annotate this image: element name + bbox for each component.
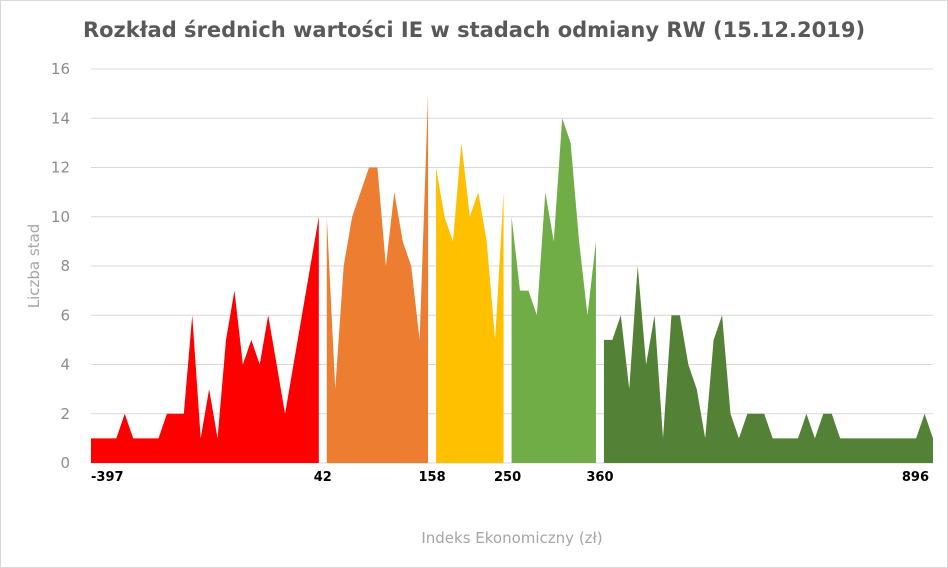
x-boundary-label: -397 [91,470,124,485]
y-tick-label: 14 [51,109,70,127]
y-tick-label: 6 [60,306,70,324]
x-boundary-label: 896 [902,470,929,485]
y-axis-label: Liczba stad [25,224,43,309]
y-tick-labels: 0 2 4 6 8 10 12 14 16 [51,60,70,472]
area-segment-5 [603,266,933,463]
x-axis-label: Indeks Ekonomiczny (zł) [421,529,602,547]
area-segment-4 [511,118,596,463]
y-tick-label: 10 [51,208,70,226]
area-series [91,93,933,463]
chart-title: Rozkład średnich wartości IE w stadach o… [83,18,865,42]
x-boundary-label: 360 [586,470,613,485]
y-tick-label: 0 [60,454,70,472]
y-tick-label: 8 [60,257,70,275]
area-segment-3 [436,142,504,463]
area-segment-1 [91,216,319,463]
x-boundary-label: 42 [314,470,332,485]
x-boundary-label: 158 [418,470,445,485]
area-segment-2 [326,93,429,463]
y-tick-label: 4 [60,356,70,374]
y-tick-label: 12 [51,159,70,177]
x-boundary-labels: -397 42 158 250 360 896 [91,470,929,485]
y-tick-label: 16 [51,60,70,78]
y-tick-label: 2 [60,405,70,423]
x-boundary-label: 250 [494,470,521,485]
